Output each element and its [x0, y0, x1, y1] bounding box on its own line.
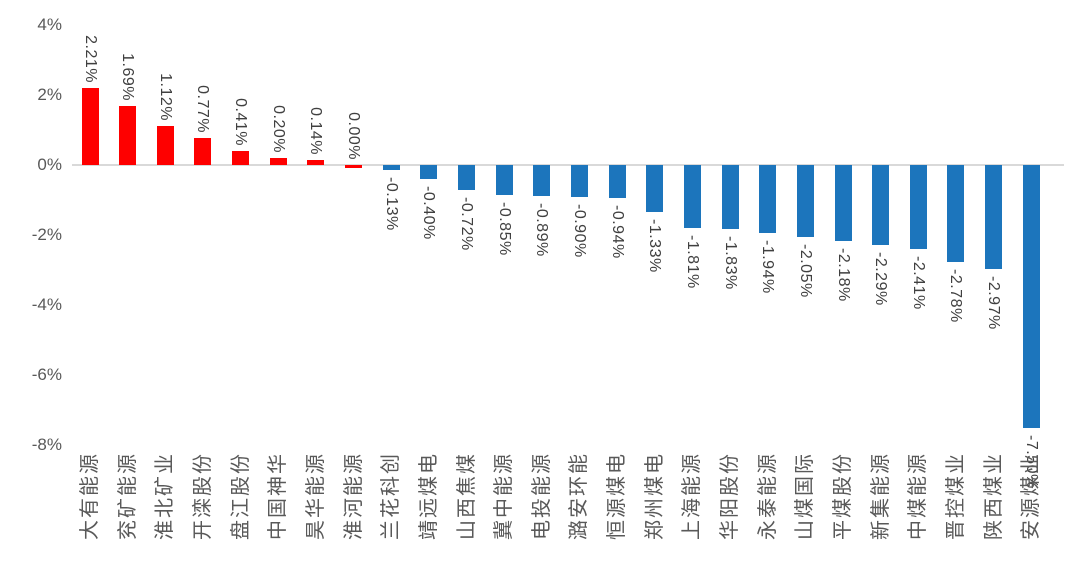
bar: [834, 165, 852, 242]
y-axis-tick-label: -8%: [31, 435, 62, 454]
category-label: 昊华能源: [304, 452, 327, 540]
bar: [458, 165, 475, 191]
category-label: 电投能源: [530, 452, 553, 540]
bar-value-label: 1.12%: [156, 72, 174, 121]
category-label: 华阳股份: [719, 452, 742, 540]
bar-value-label: -1.81%: [683, 235, 701, 290]
bar: [269, 158, 287, 165]
bar: [382, 165, 400, 170]
bar: [608, 165, 626, 198]
category-label: 兰花科创: [380, 452, 403, 540]
bar-value-label: -2.18%: [834, 248, 852, 302]
category-label: 恒源煤电: [606, 452, 629, 540]
y-axis-tick-label: 4%: [37, 15, 62, 34]
category-label: 永泰能源: [756, 452, 779, 540]
category-label: 兖矿能源: [116, 452, 139, 540]
bar: [345, 165, 363, 168]
bar-value-label: -0.89%: [533, 203, 551, 257]
category-label: 新集能源: [869, 452, 892, 540]
bar-value-label: 0.77%: [194, 85, 212, 134]
bar-value-label: -1.94%: [759, 239, 777, 294]
bar-value-label: -2.78%: [947, 269, 965, 323]
category-label: 淮河能源: [342, 452, 365, 540]
bar-value-label: -0.94%: [608, 204, 626, 259]
category-label: 盘江股份: [229, 452, 252, 540]
y-axis-tick-label: -2%: [31, 225, 62, 244]
category-label: 郑州煤电: [643, 452, 666, 540]
bar: [985, 165, 1003, 269]
bar-value-label: -1.83%: [721, 236, 739, 290]
bar: [570, 165, 588, 197]
category-label: 淮北矿业: [154, 452, 177, 540]
bar: [721, 165, 739, 230]
category-label: 平煤股份: [832, 452, 854, 540]
category-label: 安源煤业: [1020, 452, 1043, 540]
bar: [796, 165, 814, 237]
category-label: 中煤能源: [907, 452, 930, 540]
bar: [683, 165, 701, 229]
bar: [947, 165, 965, 263]
bar: [307, 160, 325, 165]
bar-value-label: -0.90%: [570, 203, 588, 258]
category-label: 冀中能源: [493, 452, 516, 540]
bar-value-label: -0.72%: [458, 197, 475, 251]
bar-value-label: -2.05%: [796, 243, 814, 298]
bar: [759, 165, 777, 233]
zero-gridline: [72, 164, 1064, 166]
bar-value-label: 2.21%: [81, 34, 99, 83]
category-label: 山西焦煤: [455, 452, 478, 540]
y-axis-tick-label: -6%: [31, 365, 62, 384]
bar: [81, 87, 99, 165]
bar: [420, 165, 438, 179]
category-label: 上海能源: [681, 452, 704, 540]
bar-value-label: -2.41%: [909, 256, 927, 311]
y-axis-tick-label: 2%: [37, 85, 62, 104]
bar: [232, 150, 250, 165]
y-axis-tick-label: 0%: [37, 155, 62, 174]
bar: [156, 125, 174, 165]
bar-value-label: -0.40%: [420, 186, 438, 240]
bar-value-label: 0.20%: [269, 105, 287, 153]
bar: [1022, 165, 1040, 428]
bar: [495, 165, 513, 195]
category-label: 靖远煤电: [417, 452, 440, 540]
bar-value-label: -1.33%: [646, 218, 664, 273]
bar: [872, 165, 890, 246]
category-label: 大有能源: [79, 452, 101, 540]
bar: [194, 138, 212, 165]
bar-value-label: 0.41%: [232, 97, 250, 146]
category-label: 晋控煤业: [944, 452, 967, 540]
category-label: 中国神华: [267, 452, 290, 540]
bar: [909, 165, 927, 250]
bar-value-label: 1.69%: [119, 52, 137, 101]
bar-value-label: -0.13%: [382, 176, 400, 231]
y-axis-tick-label: -4%: [31, 295, 62, 314]
category-label: 潞安环能: [568, 452, 591, 540]
bar: [533, 165, 551, 197]
bar-value-label: 0.00%: [345, 112, 363, 160]
category-label: 陕西煤业: [982, 452, 1005, 540]
category-label: 开滦股份: [191, 452, 214, 540]
bar-value-label: 0.14%: [307, 107, 325, 156]
category-label: 山煤国际: [794, 452, 817, 540]
bar: [646, 165, 664, 212]
bar-value-label: -0.85%: [495, 201, 513, 256]
bar-value-label: -2.97%: [985, 275, 1003, 330]
bar: [119, 105, 137, 165]
bar-value-label: -2.29%: [872, 252, 890, 306]
